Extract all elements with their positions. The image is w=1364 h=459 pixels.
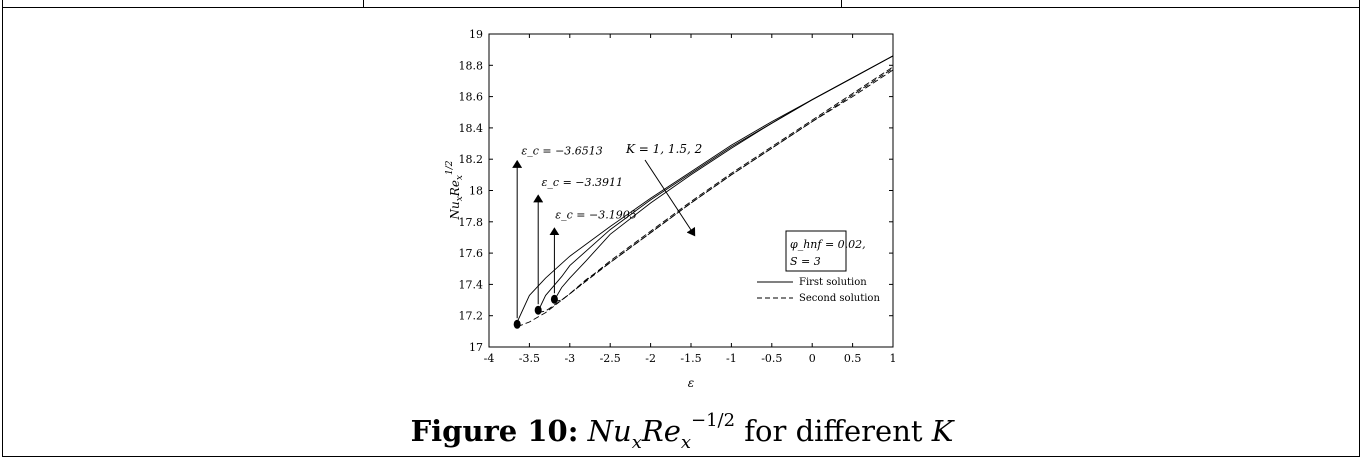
y-tick-label: 18.2 [459,153,484,166]
table-divider [363,0,364,8]
critical-point-marker [513,319,521,329]
series-line [554,55,894,301]
caption-figure-label: Figure 10: [410,414,579,448]
y-tick-label: 18.4 [459,122,484,135]
x-tick-label: -0.5 [761,352,782,365]
x-tick-label: -2.5 [600,352,621,365]
parameter-phi: φ_hnf = 0.02, [790,238,866,251]
critical-point-annotations: ε_c = −3.6513 ε_c = −3.3911 ε_c = −3.1905 [512,145,637,329]
legend: First solution Second solution [757,277,880,304]
parameter-box: φ_hnf = 0.02, S = 3 [785,230,866,272]
caption-re: Re [641,414,681,448]
parameter-box-border [785,230,847,272]
y-tick-label: 17.6 [459,247,484,260]
top-border [2,0,1360,8]
y-tick-label: 17 [469,341,483,354]
caption-exponent: −1/2 [691,410,736,432]
x-tick-label: -3.5 [519,352,540,365]
x-tick-label: -4 [484,352,495,365]
caption-nu: Nu [587,414,632,448]
legend-label-second: Second solution [799,293,880,304]
critical-point-marker [550,294,558,304]
nusselt-chart: 17 17.2 17.4 17.6 17.8 18 18.2 18.4 18.6 18.8 19 -… [445,28,897,390]
critical-point-label: ε_c = −3.1905 [555,209,636,222]
y-tick-label: 17.4 [459,278,484,291]
y-tick-label: 18 [469,185,483,198]
k-annotation: K = 1, 1.5, 2 [625,142,702,237]
caption-suffix: for different [744,414,923,448]
x-tick-label: 1 [890,352,897,365]
y-tick-label: 17.8 [459,216,484,229]
x-tick-label: -2 [645,352,656,365]
k-trend-arrow [644,159,696,237]
caption-sub-x: x [631,431,642,453]
x-tick-label: -3 [564,352,575,365]
x-tick-label: -1 [726,352,737,365]
critical-point-label: ε_c = −3.6513 [521,145,602,158]
table-divider [841,0,842,8]
y-tick-label: 17.2 [459,310,484,323]
x-axis: -4 -3.5 -3 -2.5 -2 -1.5 -1 -0.5 0 0.5 1 [484,34,897,365]
y-axis-label: NuxRex1/2 [445,160,465,220]
critical-point-marker [534,305,542,315]
x-tick-label: 0.5 [844,352,862,365]
y-tick-label: 19 [469,28,483,41]
solution-curves [516,55,894,328]
caption-variable: K [931,414,954,448]
k-annotation-label: K = 1, 1.5, 2 [625,142,702,156]
y-axis: 17 17.2 17.4 17.6 17.8 18 18.2 18.4 18.6 18.8 19 [459,28,893,354]
x-axis-label: ε [688,376,694,390]
x-tick-label: -1.5 [680,352,701,365]
parameter-s: S = 3 [790,255,821,268]
caption-sub-x2: x [680,431,692,453]
y-tick-label: 18.8 [459,59,484,72]
figure-caption: Figure 10: NuxRex−1/2 for different K [0,410,1364,453]
series-line [554,69,894,303]
y-tick-label: 18.6 [459,91,484,104]
series-line [517,66,894,328]
critical-point-label: ε_c = −3.3911 [542,176,623,189]
x-tick-label: 0 [809,352,816,365]
legend-label-first: First solution [799,277,867,288]
